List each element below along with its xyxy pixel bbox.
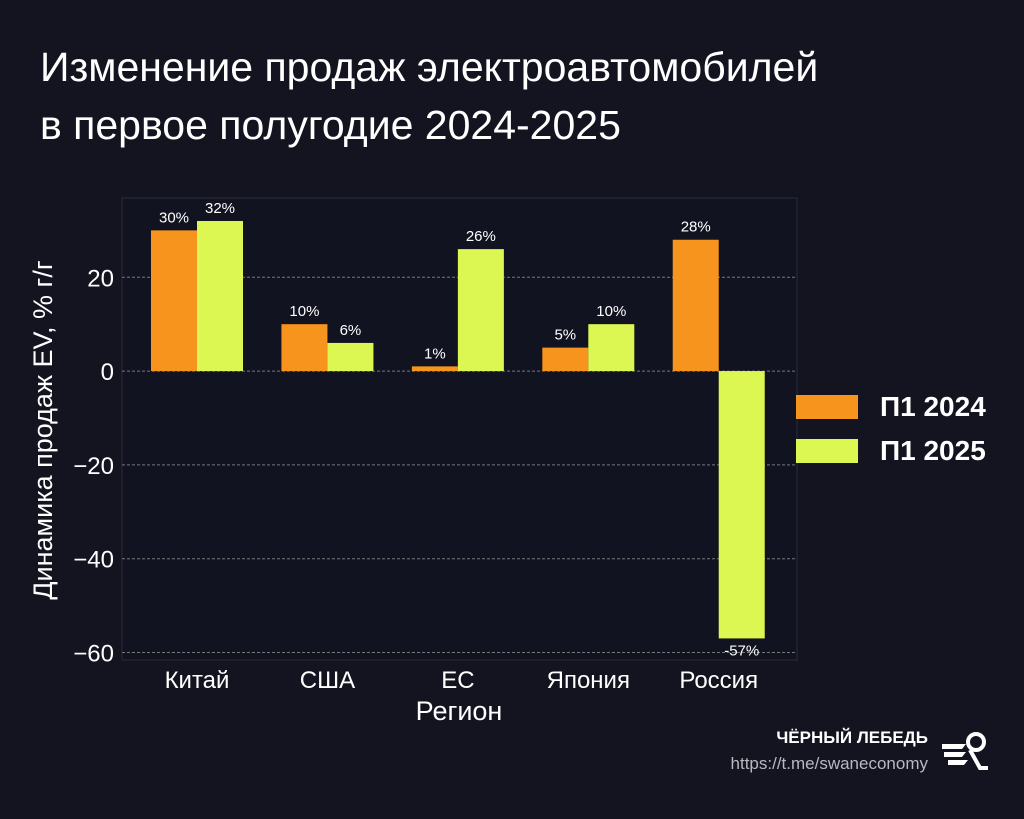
x-tick-label: Россия — [679, 667, 758, 694]
swan-logo-icon — [942, 732, 988, 770]
y-tick-label: −60 — [73, 640, 114, 667]
bar-П1-2025-3 — [588, 324, 635, 372]
y-tick-label: −20 — [73, 453, 114, 480]
bar-П1-2025-2 — [457, 249, 504, 372]
legend-label: П1 2025 — [880, 435, 986, 466]
bar-П1-2025-1 — [327, 342, 374, 372]
x-tick-label: США — [300, 667, 355, 694]
legend-swatch-2025 — [796, 439, 858, 463]
data-label: -57% — [724, 642, 759, 659]
y-tick-label: 0 — [101, 359, 114, 386]
x-tick-label: Китай — [165, 667, 230, 694]
bar-П1-2024-4 — [672, 239, 719, 372]
data-label: 10% — [289, 303, 319, 320]
legend-label: П1 2024 — [880, 391, 986, 422]
legend-item-2024: П1 2024 — [796, 391, 986, 423]
data-label: 1% — [424, 345, 446, 362]
brand-url[interactable]: https://t.me/swaneconomy — [730, 754, 928, 773]
y-tick-label: −40 — [73, 547, 114, 574]
data-label: 30% — [159, 209, 189, 226]
y-tick-label: 20 — [87, 265, 114, 292]
legend-item-2025: П1 2025 — [796, 435, 986, 467]
data-label: 28% — [681, 219, 711, 236]
bar-П1-2025-0 — [197, 220, 243, 372]
data-label: 6% — [340, 322, 362, 339]
title-line-1: Изменение продаж электроавтомобилей — [40, 44, 819, 90]
bar-П1-2024-2 — [411, 366, 458, 372]
x-tick-label: Япония — [547, 667, 630, 694]
bar-П1-2024-1 — [281, 324, 328, 372]
data-label: 26% — [466, 228, 496, 245]
legend-swatch-2024 — [796, 395, 858, 419]
x-axis-label: Регион — [416, 696, 503, 726]
brand: ЧЁРНЫЙ ЛЕБЕДЬ https://t.me/swaneconomy — [731, 728, 928, 774]
data-label: 32% — [205, 200, 235, 217]
data-label: 10% — [596, 303, 626, 320]
title-line-2: в первое полугодие 2024-2025 — [40, 102, 621, 148]
y-axis-label: Динамика продаж EV, % г/г — [28, 260, 58, 600]
data-label: 5% — [554, 327, 576, 344]
bar-П1-2024-0 — [151, 230, 197, 372]
brand-name: ЧЁРНЫЙ ЛЕБЕДЬ — [776, 728, 928, 747]
bar-П1-2025-4 — [718, 371, 765, 639]
bar-П1-2024-3 — [542, 347, 589, 372]
chart-title: Изменение продаж электроавтомобилей в пе… — [40, 38, 818, 154]
x-tick-label: ЕС — [441, 667, 474, 694]
